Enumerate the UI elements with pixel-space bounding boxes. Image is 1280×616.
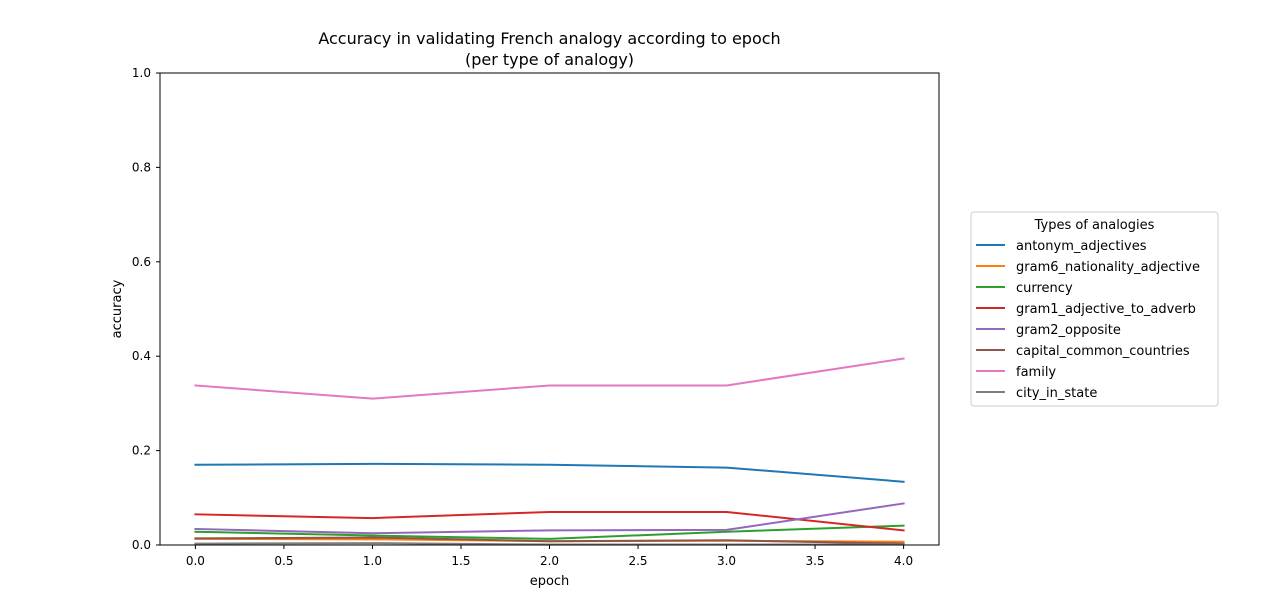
legend-label-gram1_adjective_to_adverb: gram1_adjective_to_adverb [1016, 302, 1196, 317]
x-tick-label: 3.5 [806, 554, 825, 568]
y-tick-label: 1.0 [132, 66, 151, 80]
x-tick-label: 1.0 [363, 554, 382, 568]
legend-label-gram6_nationality_adjective: gram6_nationality_adjective [1016, 260, 1200, 275]
series-line-capital_common_countries [194, 536, 905, 545]
y-tick-label: 0.2 [132, 444, 151, 458]
series-line-city_in_state [194, 542, 905, 546]
series-line-family [194, 357, 905, 400]
x-tick-label: 4.0 [894, 554, 913, 568]
x-tick-label: 3.0 [717, 554, 736, 568]
legend-title: Types of analogies [1034, 218, 1155, 233]
chart-subtitle: (per type of analogy) [465, 50, 634, 69]
series-line-currency [194, 524, 905, 540]
chart-title: Accuracy in validating French analogy ac… [318, 29, 780, 48]
y-tick-label: 0.4 [132, 349, 151, 363]
legend-frame [970, 211, 1219, 407]
plot-area: 0.0 0.5 1.0 1.5 2.0 2.5 3.0 3.5 4.0 0.0 0.2 0.4 0.6 0… [132, 66, 940, 568]
y-tick-label: 0.0 [132, 538, 151, 552]
legend-label-currency: currency [1016, 281, 1073, 296]
x-tick-label: 2.0 [540, 554, 559, 568]
legend-label-gram2_opposite: gram2_opposite [1016, 323, 1121, 338]
x-tick-label: 1.5 [451, 554, 470, 568]
legend-label-family: family [1016, 365, 1056, 380]
y-axis-label: accuracy [110, 279, 125, 338]
x-tick-label: 0.0 [186, 554, 205, 568]
series-line-gram1_adjective_to_adverb [194, 510, 905, 532]
x-tick-label: 2.5 [628, 554, 647, 568]
series-line-antonym_adjectives [194, 462, 905, 483]
y-tick-label: 0.6 [132, 255, 151, 269]
x-axis-label: epoch [530, 574, 570, 589]
legend-label-antonym_adjectives: antonym_adjectives [1016, 239, 1147, 254]
legend-label-capital_common_countries: capital_common_countries [1016, 344, 1190, 359]
axes-frame [159, 72, 940, 546]
x-tick-label: 0.5 [274, 554, 293, 568]
legend-label-city_in_state: city_in_state [1016, 386, 1097, 401]
legend: Types of analogies antonym_adjectivesgra… [970, 211, 1219, 407]
y-tick-label: 0.8 [132, 160, 151, 174]
series-line-gram2_opposite [194, 502, 905, 535]
